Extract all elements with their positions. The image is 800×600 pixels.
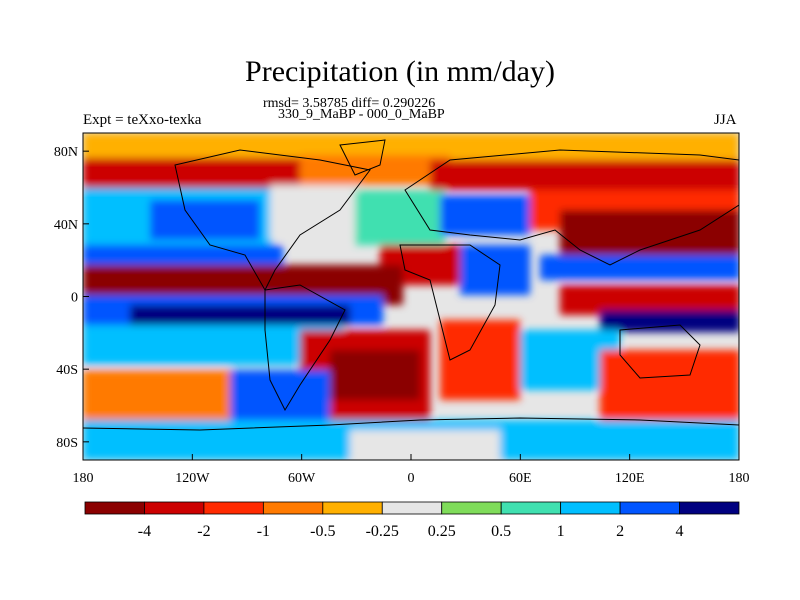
colorbar-swatch <box>679 501 740 515</box>
colorbar-label: 1 <box>557 523 565 540</box>
lat-tick-label: 40N <box>54 218 78 233</box>
lon-tick-label: 120E <box>615 471 645 486</box>
colorbar-label: -0.25 <box>366 523 399 540</box>
lon-tick-label: 180 <box>73 471 94 486</box>
coastline-north-america <box>174 149 371 292</box>
colorbar-swatch <box>144 501 205 515</box>
coastline-greenland <box>339 139 386 176</box>
colorbar-label: -2 <box>197 523 210 540</box>
season-label: JJA <box>714 112 737 128</box>
lon-tick-label: 180 <box>729 471 750 486</box>
lon-tick-label: 60E <box>509 471 532 486</box>
colorbar-label: -4 <box>138 523 151 540</box>
colorbar-swatch <box>322 501 383 515</box>
colorbar-swatch <box>84 501 145 515</box>
colorbar-label: 2 <box>616 523 624 540</box>
lon-tick-label: 120W <box>175 471 210 486</box>
colorbar-label: -1 <box>257 523 270 540</box>
lat-tick-label: 0 <box>71 291 78 306</box>
stats-comparison: 330_9_MaBP - 000_0_MaBP <box>278 107 445 122</box>
lat-tick-label: 80S <box>56 436 78 451</box>
colorbar: -4 -2 -1 -0.5 -0.25 0.25 0.5 1 2 4 <box>84 501 740 540</box>
coastline-eurasia <box>404 149 739 266</box>
colorbar-swatch <box>203 501 264 515</box>
colorbar-swatch <box>500 501 562 515</box>
coastlines <box>83 139 739 431</box>
coastline-south-america <box>264 284 346 412</box>
lon-tick-label: 60W <box>288 471 316 486</box>
figure-title: Precipitation (in mm/day) <box>245 55 555 88</box>
longitude-axis: 180 120W 60W 0 60E 120E 180 <box>73 454 750 486</box>
colorbar-label: 0.5 <box>491 523 511 540</box>
stats-rmsd: rmsd= 3.58785 diff= 0.290226 <box>263 96 436 111</box>
experiment-label: Expt = teXxo-texka <box>83 112 202 128</box>
coastline-australia <box>619 324 701 379</box>
colorbar-swatch <box>262 501 324 515</box>
colorbar-label: 0.25 <box>428 523 456 540</box>
lat-tick-label: 80N <box>54 145 78 160</box>
lon-tick-label: 0 <box>408 471 415 486</box>
coastline-africa <box>399 244 501 361</box>
colorbar-swatch <box>441 501 502 515</box>
colorbar-label: -0.5 <box>310 523 335 540</box>
latitude-axis: 80N 40N 0 40S 80S <box>54 145 89 451</box>
colorbar-swatch <box>560 501 621 515</box>
colorbar-swatch <box>619 501 680 515</box>
precip-field <box>83 133 739 460</box>
colorbar-swatch <box>381 501 443 515</box>
lat-tick-label: 40S <box>56 363 78 378</box>
coastline-antarctica <box>83 417 739 431</box>
colorbar-label: 4 <box>676 523 684 540</box>
